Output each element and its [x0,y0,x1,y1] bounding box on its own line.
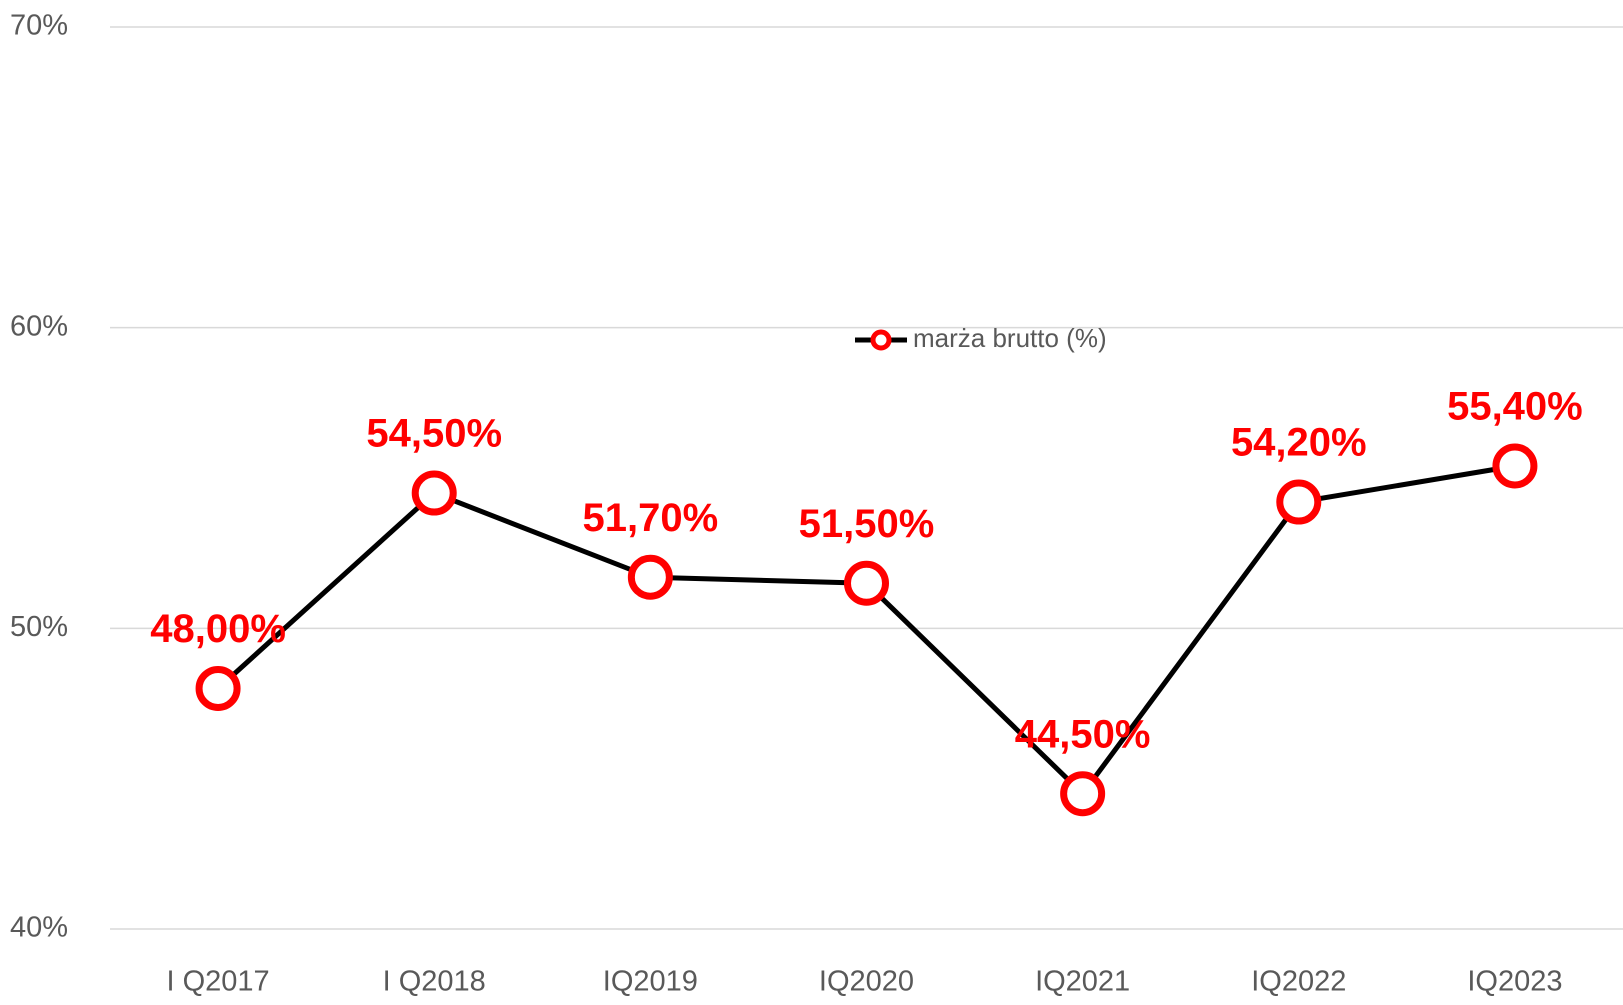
marker [411,470,457,516]
x-tick-label: IQ2021 [1035,966,1130,998]
marker [844,560,889,606]
y-tick-label: 70% [10,10,68,42]
x-tick-label: IQ2022 [1251,966,1346,998]
marker [627,554,673,600]
marker [1492,443,1538,489]
data-label: 51,70% [583,496,719,540]
data-label: 54,50% [366,412,502,456]
y-tick-label: 40% [10,912,68,944]
data-label: 48,00% [150,607,286,651]
data-label: 55,40% [1447,385,1583,429]
x-tick-label: IQ2023 [1467,966,1562,998]
x-tick-label: IQ2019 [603,966,698,998]
marker [1276,479,1322,525]
data-label: 44,50% [1015,712,1151,756]
x-tick-label: I Q2017 [166,966,269,998]
legend-label: marża brutto (%) [913,323,1107,353]
x-tick-label: IQ2020 [819,966,914,998]
data-label: 54,20% [1231,421,1367,465]
marker [195,665,241,711]
x-tick-label: I Q2018 [383,966,486,998]
marker [1060,771,1106,817]
y-tick-label: 50% [10,611,68,643]
y-tick-label: 60% [10,310,68,342]
data-label: 51,50% [799,502,935,546]
legend-marker [870,329,892,351]
